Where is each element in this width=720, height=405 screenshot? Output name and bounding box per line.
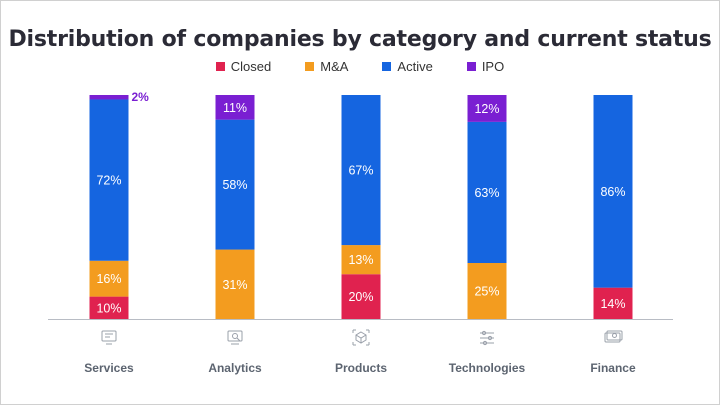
- bar-analytics-ipo: [215, 95, 255, 120]
- bar-services-closed: [89, 296, 129, 319]
- data-label-services-closed: 10%: [96, 301, 121, 315]
- bar-products-m-a: [341, 245, 381, 275]
- legend-label-closed: Closed: [230, 59, 272, 74]
- x-tick-label-analytics: Analytics: [208, 361, 262, 375]
- x-tick-label-services: Services: [84, 361, 134, 375]
- data-label-finance-closed: 14%: [600, 297, 625, 311]
- x-tick-label-products: Products: [335, 361, 387, 375]
- legend-swatch-closed: [215, 62, 225, 71]
- legend-item-ipo: IPO: [466, 59, 505, 74]
- bar-products-active: [341, 95, 381, 246]
- legend-label-ma: M&A: [320, 59, 349, 74]
- legend-swatch-ipo: [466, 62, 476, 71]
- money-icon: [604, 330, 623, 343]
- data-label-technologies-ipo: 12%: [474, 102, 499, 116]
- bar-technologies-ipo: [467, 95, 507, 122]
- bar-analytics-m-a: [215, 249, 255, 319]
- data-label-products-active: 67%: [348, 164, 373, 178]
- legend-label-ipo: IPO: [481, 59, 505, 74]
- x-tick-label-finance: Finance: [590, 361, 636, 375]
- magnifier-screen-icon: [227, 330, 243, 345]
- data-label-services-ipo: 2%: [132, 90, 150, 104]
- sliders-icon: [480, 330, 494, 346]
- cube-scan-icon: [352, 329, 370, 346]
- chart-legend: Closed M&A Active IPO: [1, 59, 719, 74]
- data-label-products-closed: 20%: [348, 290, 373, 304]
- bar-analytics-active: [215, 119, 255, 250]
- bar-services-ipo: [89, 95, 129, 100]
- bar-technologies-active: [467, 121, 507, 263]
- data-label-services-m-a: 16%: [96, 272, 121, 286]
- data-label-services-active: 72%: [96, 174, 121, 188]
- x-tick-label-technologies: Technologies: [449, 361, 526, 375]
- monitor-icon: [101, 330, 117, 345]
- legend-item-ma: M&A: [305, 59, 348, 74]
- legend-swatch-ma: [305, 62, 315, 71]
- legend-label-active: Active: [397, 59, 433, 74]
- data-label-technologies-m-a: 25%: [474, 285, 499, 299]
- bar-finance-active: [593, 95, 633, 288]
- data-label-analytics-m-a: 31%: [222, 278, 247, 292]
- data-label-technologies-active: 63%: [474, 186, 499, 200]
- data-label-analytics-active: 58%: [222, 178, 247, 192]
- bar-services-active: [89, 99, 129, 261]
- bar-technologies-m-a: [467, 263, 507, 319]
- data-label-finance-active: 86%: [600, 185, 625, 199]
- legend-item-closed: Closed: [215, 59, 272, 74]
- legend-item-active: Active: [382, 59, 433, 74]
- bar-products-closed: [341, 274, 381, 319]
- chart-title: Distribution of companies by category an…: [8, 27, 712, 52]
- bar-finance-closed: [593, 287, 633, 319]
- legend-swatch-active: [382, 62, 392, 71]
- data-label-analytics-ipo: 11%: [223, 101, 247, 115]
- bar-services-m-a: [89, 260, 129, 297]
- data-label-products-m-a: 13%: [348, 253, 373, 267]
